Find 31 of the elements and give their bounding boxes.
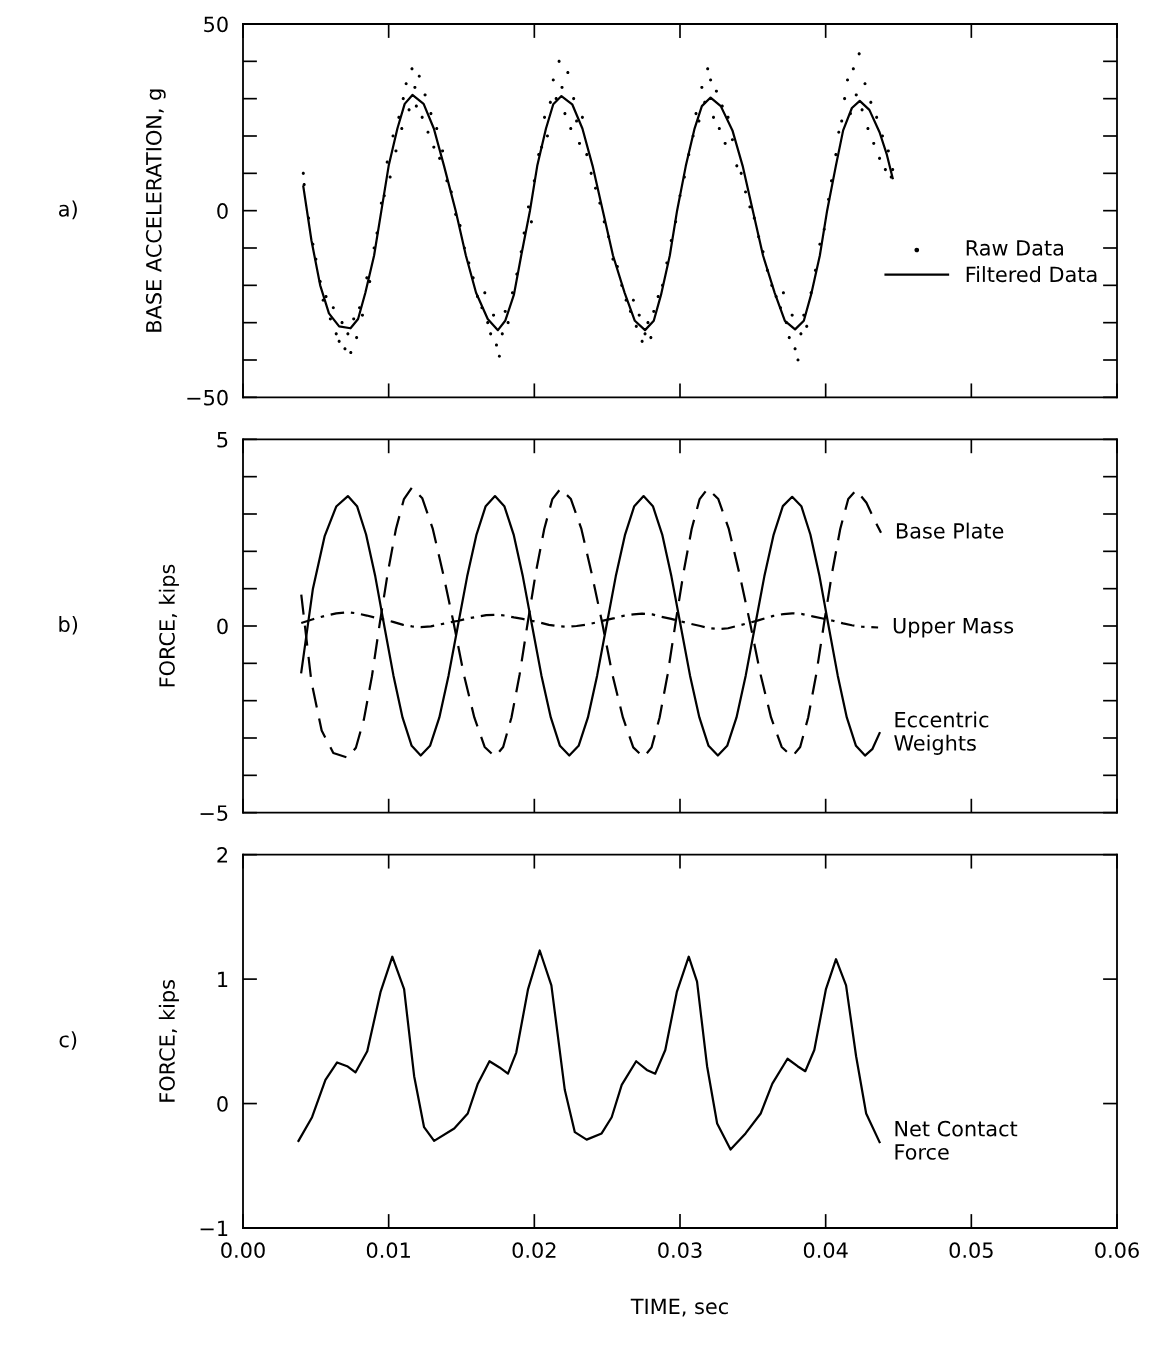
line-series [297,949,881,1151]
series-label: Base Plate [896,522,1004,539]
y-axis-title: BASE ACCELERATION, g [145,89,166,332]
y-tick-label: 5 [217,432,228,448]
y-tick-label: 0 [217,203,228,219]
y-tick-label: 2 [217,847,228,863]
y-tick-label: 0 [217,618,228,635]
y-axis-title: FORCE, kips [158,564,179,687]
x-axis-title: TIME, sec [630,1298,728,1317]
y-tick-label: −50 [187,389,228,406]
legend-label: Filtered Data [966,266,1097,283]
x-tick-label: 0.03 [658,1242,702,1259]
series-label: Net Contact Force [895,1120,1018,1160]
x-tick-label: 0.06 [1095,1242,1139,1259]
series-label: Upper Mass [893,618,1014,638]
y-tick-label: 0 [217,1096,228,1112]
x-tick-label: 0.05 [949,1242,993,1259]
text: b) [59,615,78,635]
y-axis-title: FORCE, kips [158,980,179,1102]
series-label: Eccentric Weights [894,711,989,755]
y-tick-label: −1 [200,1220,228,1236]
y-tick-label: 1 [218,971,228,988]
text: c) [59,1031,77,1050]
text: a) [59,200,77,220]
y-tick-label: −5 [200,805,228,821]
x-tick-label: 0.02 [512,1242,556,1259]
x-tick-label: 0.01 [366,1242,410,1259]
x-tick-label: 0.04 [803,1242,848,1259]
legend-label: Raw Data [966,240,1063,256]
x-tick-label: 0.00 [221,1242,265,1259]
y-tick-label: 50 [204,16,228,33]
